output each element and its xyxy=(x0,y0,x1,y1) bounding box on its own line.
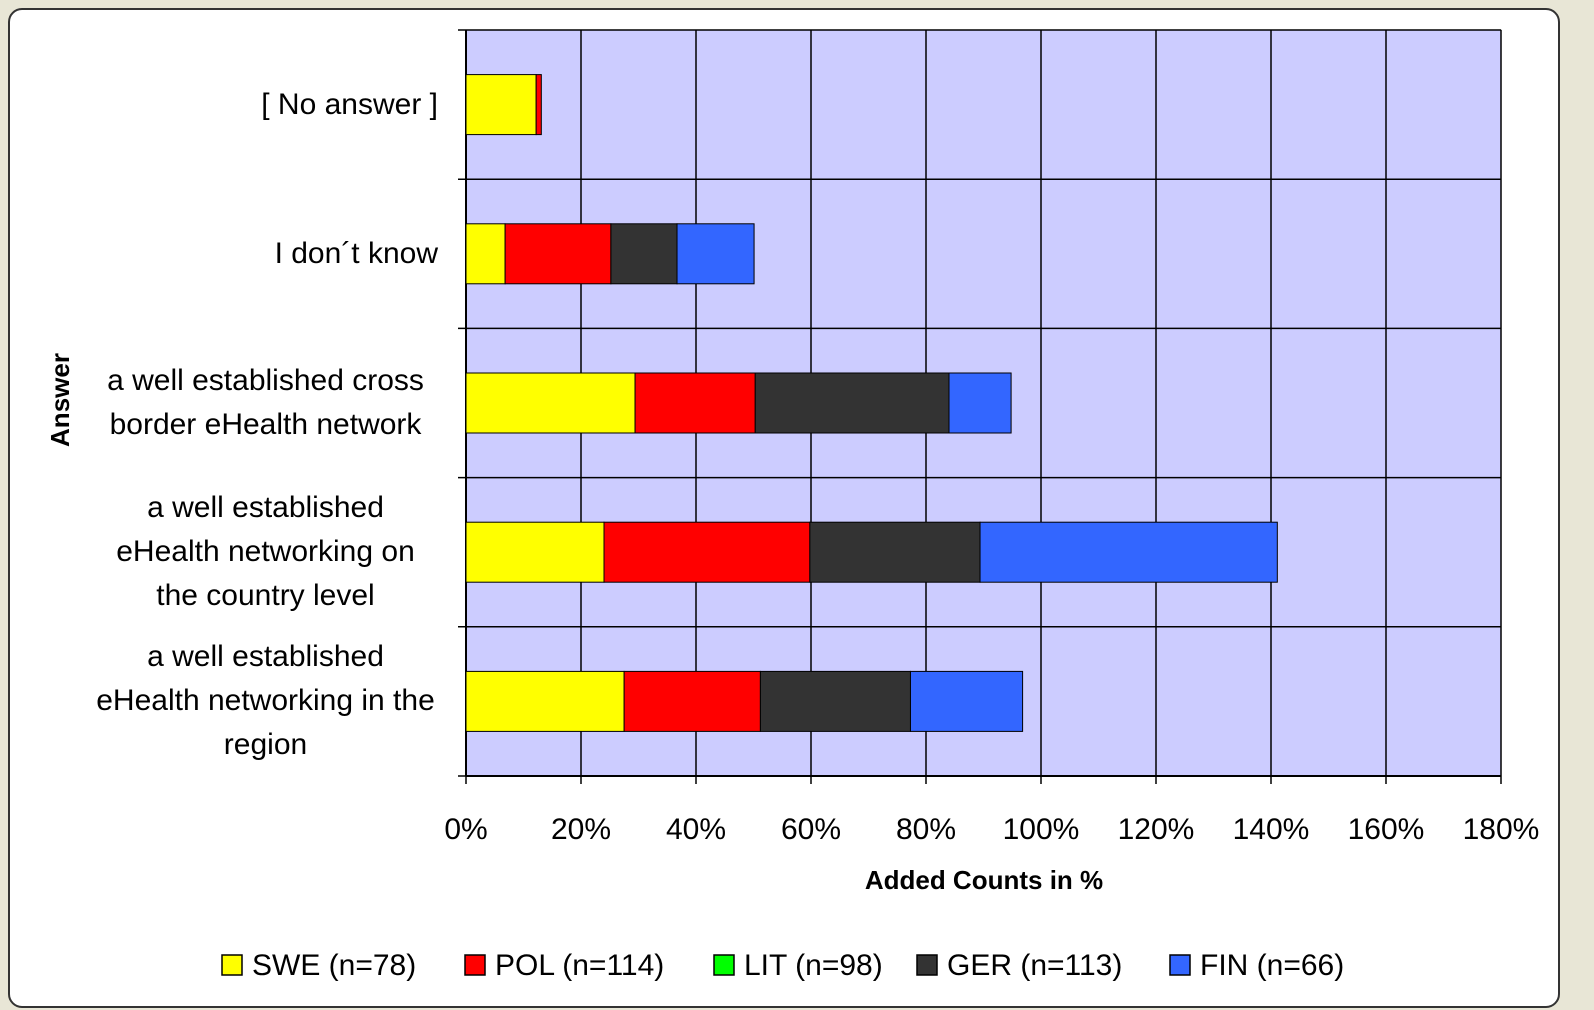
y-tick-label: a well established cross border eHealth … xyxy=(107,364,424,441)
legend-swatch xyxy=(464,954,486,976)
x-tick-label: 140% xyxy=(1233,813,1310,846)
bar-segment xyxy=(676,223,755,285)
bar-segment xyxy=(634,372,756,434)
x-tick-label: 20% xyxy=(551,813,611,846)
legend-label: GER (n=113) xyxy=(947,949,1122,982)
bar-segment xyxy=(759,670,911,732)
x-tick-label: 100% xyxy=(1003,813,1080,846)
bar-segment xyxy=(504,223,612,285)
legend-swatch xyxy=(1169,954,1191,976)
x-tick-label: 180% xyxy=(1463,813,1540,846)
x-tick-label: 0% xyxy=(444,813,487,846)
legend-swatch xyxy=(713,954,735,976)
legend-swatch xyxy=(221,954,243,976)
bar-segment xyxy=(603,521,811,583)
y-tick-label: [ No answer ] xyxy=(261,87,438,121)
bar-segment xyxy=(465,223,506,285)
legend-label: FIN (n=66) xyxy=(1200,949,1344,982)
y-tick-label: a well established eHealth networking in… xyxy=(96,640,435,762)
y-tick-label: a well established eHealth networking on… xyxy=(116,491,415,613)
y-axis-title: Answer xyxy=(45,353,75,447)
bar-segment xyxy=(979,521,1278,583)
x-tick-label: 80% xyxy=(896,813,956,846)
x-tick-label: 120% xyxy=(1118,813,1195,846)
bar-segment xyxy=(465,372,636,434)
x-axis-title: Added Counts in % xyxy=(865,865,1103,895)
bar-segment xyxy=(465,670,625,732)
x-tick-label: 40% xyxy=(666,813,726,846)
legend-label: LIT (n=98) xyxy=(744,949,883,982)
bar-segment xyxy=(754,372,950,434)
bar-segment xyxy=(623,670,761,732)
bar-segment xyxy=(535,74,542,136)
bar-segment xyxy=(465,521,605,583)
bar-segment xyxy=(909,670,1024,732)
legend-label: POL (n=114) xyxy=(495,949,664,982)
bar-segment xyxy=(809,521,981,583)
bar-segment xyxy=(465,74,537,136)
x-tick-label: 160% xyxy=(1348,813,1425,846)
y-tick-label: I don´t know xyxy=(274,236,438,270)
legend-label: SWE (n=78) xyxy=(252,949,416,982)
x-tick-label: 60% xyxy=(781,813,841,846)
bar-segment xyxy=(610,223,678,285)
legend-swatch xyxy=(916,954,938,976)
bar-segment xyxy=(948,372,1012,434)
